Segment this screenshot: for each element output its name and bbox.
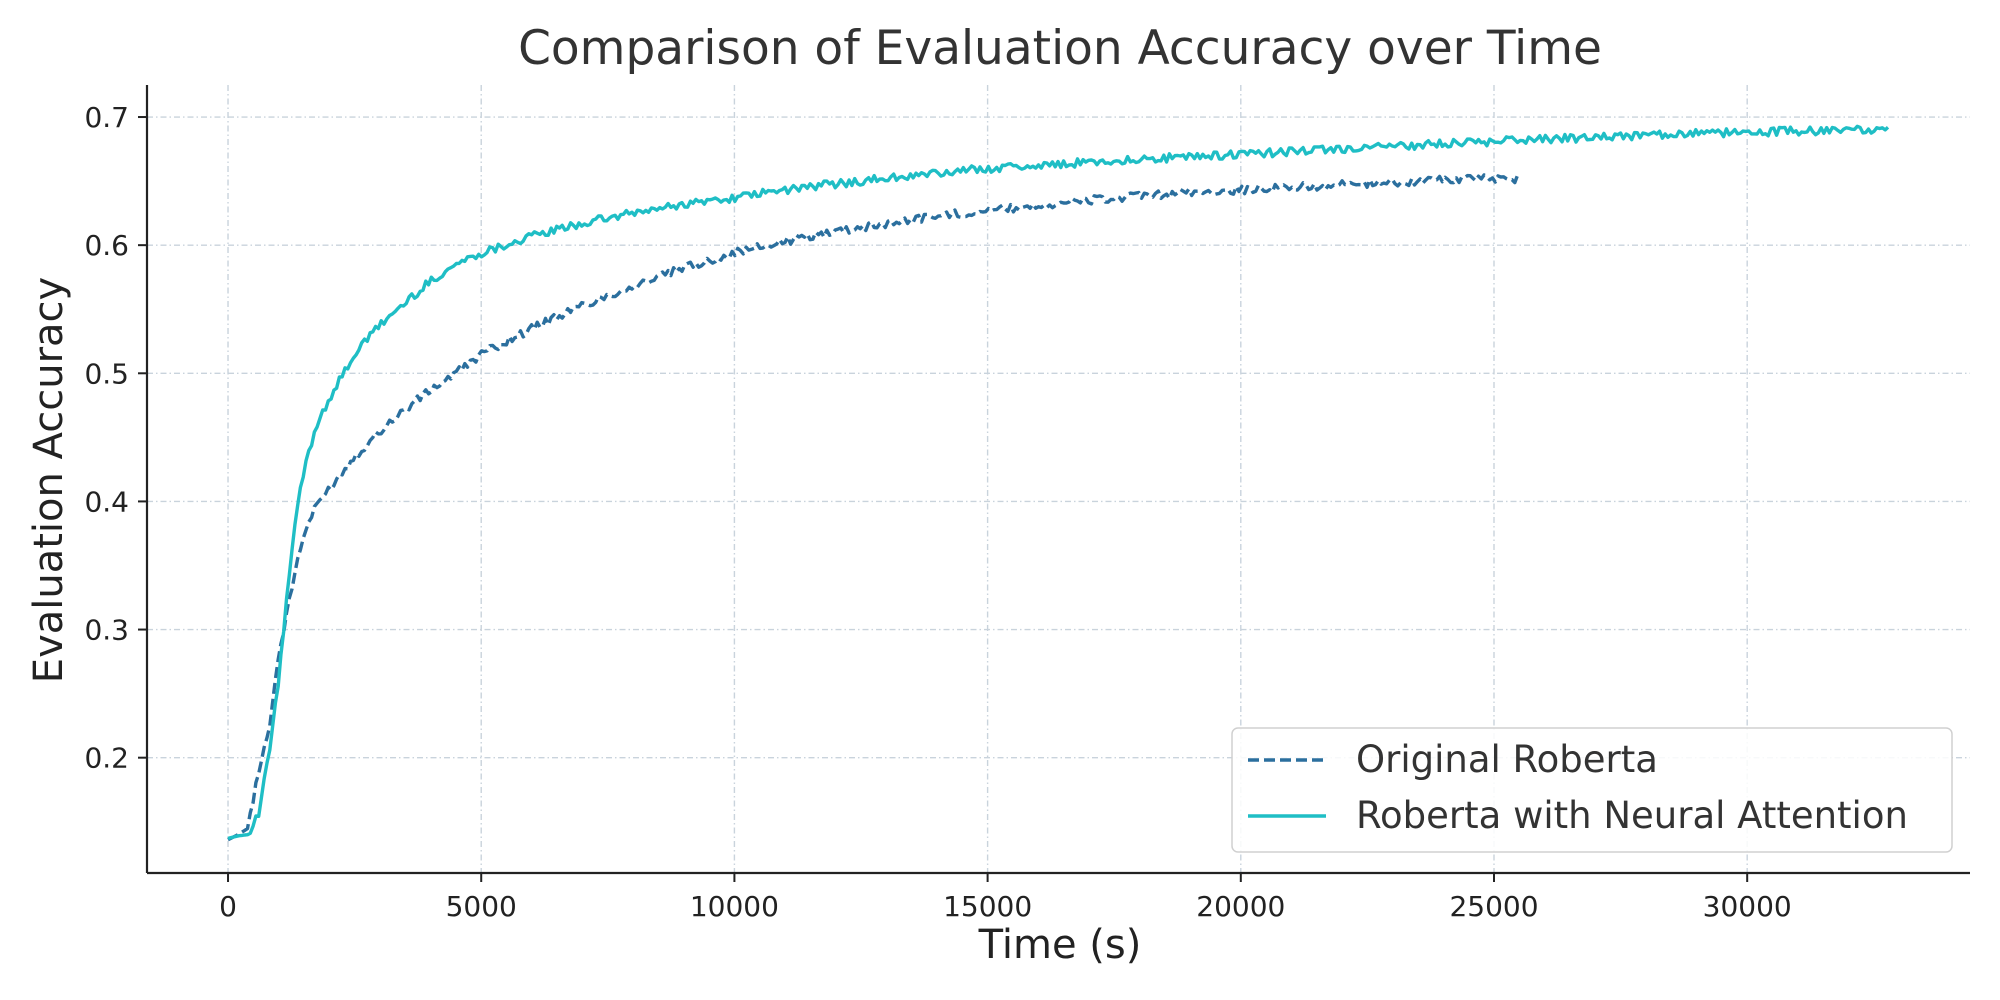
- y-tick-label: 0.6: [84, 229, 129, 262]
- y-tick-label: 0.2: [84, 742, 129, 775]
- y-tick-label: 0.3: [84, 614, 129, 647]
- x-tick-label: 20000: [1196, 890, 1285, 923]
- legend-box: [1231, 727, 1953, 853]
- y-tick-label: 0.5: [84, 357, 129, 390]
- chart-title: Comparison of Evaluation Accuracy over T…: [518, 21, 1602, 76]
- axis-ticks: 0 5000 10000 15000 20000 25000 30000 0.2 0.3 0.4 0…: [84, 101, 1791, 923]
- x-tick-label: 5000: [446, 890, 517, 923]
- x-tick-label: 15000: [943, 890, 1032, 923]
- plot-series: [227, 124, 1890, 842]
- x-tick-label: 30000: [1703, 890, 1792, 923]
- x-tick-label: 0: [219, 890, 237, 923]
- x-tick-label: 10000: [690, 890, 779, 923]
- axes: [145, 85, 1970, 875]
- x-tick-label: 25000: [1449, 890, 1538, 923]
- series-line-roberta-with-neural-attention: [227, 124, 1890, 841]
- y-tick-label: 0.4: [84, 485, 129, 518]
- grid: [147, 85, 1970, 873]
- legend-label-original-roberta: Original Roberta: [1356, 738, 1658, 781]
- y-axis-title: Evaluation Accuracy: [26, 277, 72, 683]
- legend: Original Roberta Roberta with Neural Att…: [1231, 727, 1953, 853]
- legend-label-neural-attention: Roberta with Neural Attention: [1356, 794, 1908, 837]
- series-line-original-roberta: [227, 173, 1520, 842]
- x-axis-title: Time (s): [978, 922, 1142, 968]
- y-tick-label: 0.7: [84, 101, 129, 134]
